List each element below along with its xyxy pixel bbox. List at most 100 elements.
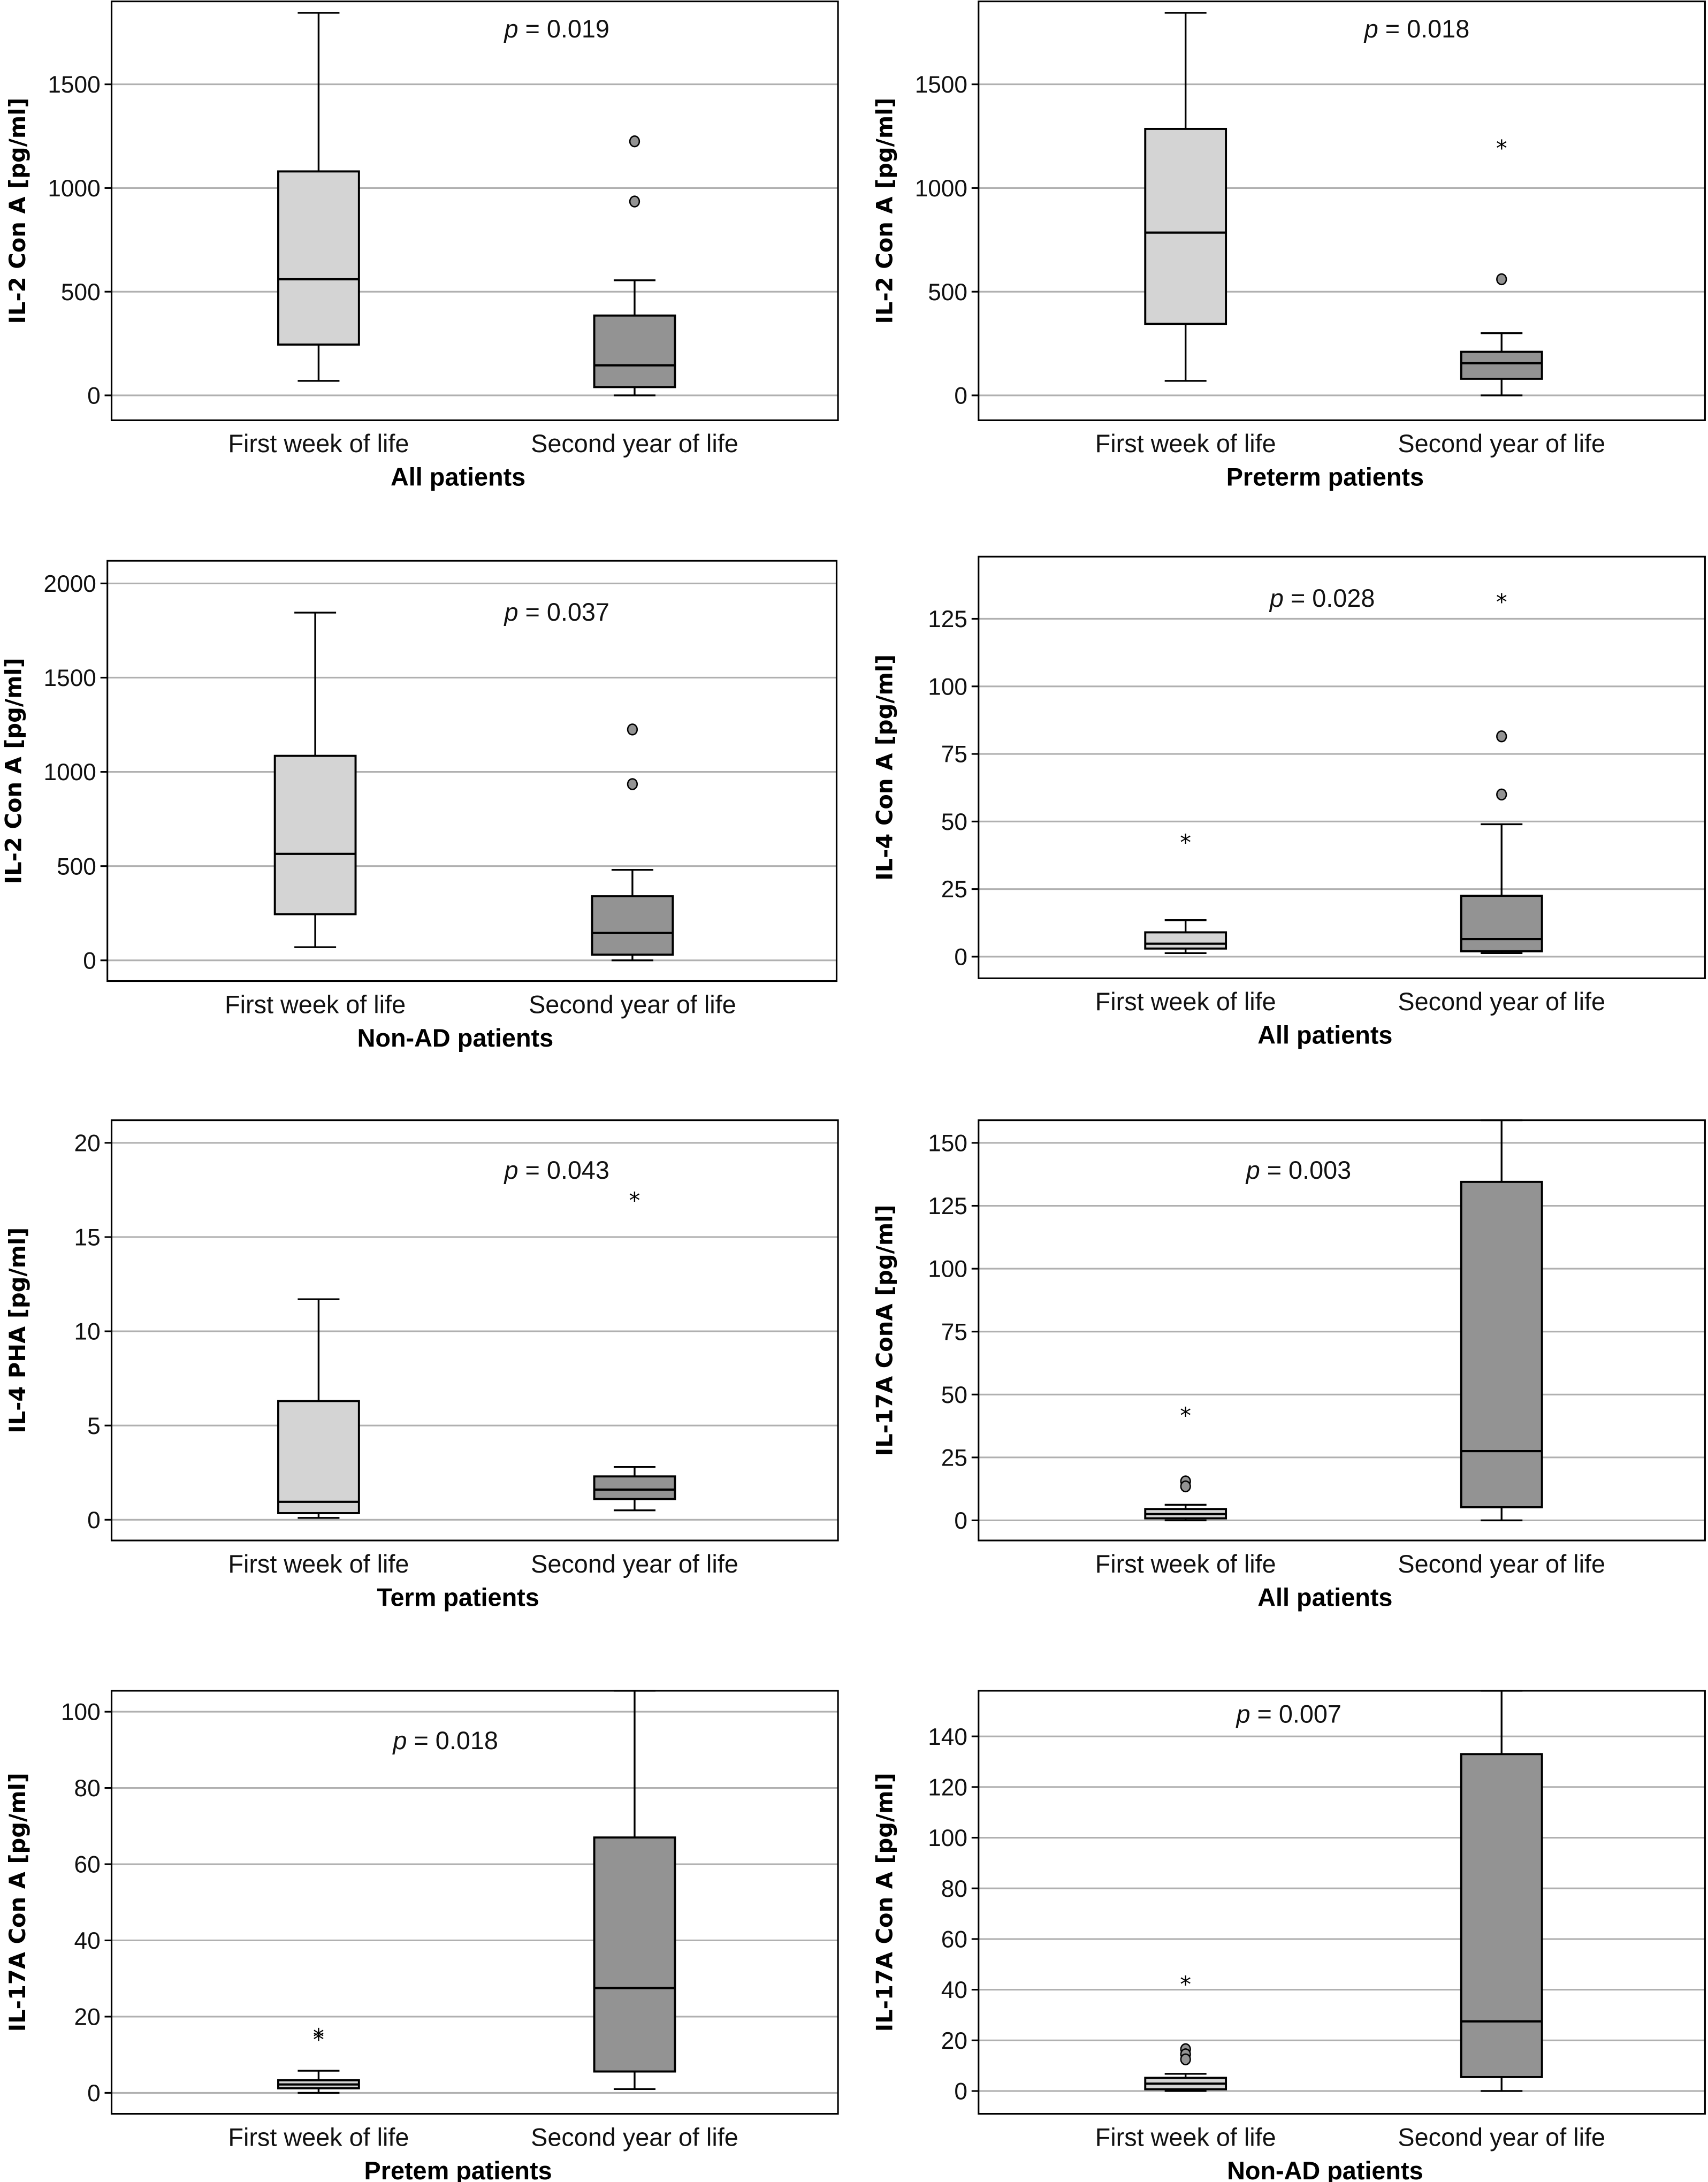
- x-tick-label: Second year of life: [531, 430, 738, 457]
- box-first-week: [277, 12, 360, 382]
- plot-frame: [978, 1690, 1706, 2115]
- x-tick-label: First week of life: [1095, 988, 1276, 1016]
- y-tick-label: 0: [954, 944, 967, 971]
- x-axis-title: All patients: [1257, 1021, 1392, 1049]
- iqr-box: [593, 1475, 676, 1500]
- y-tick-label: 0: [87, 1507, 101, 1533]
- y-tick-label: 500: [928, 279, 967, 306]
- y-tick-label: 0: [83, 948, 96, 974]
- y-tick-label: 20: [74, 1130, 101, 1156]
- y-tick-label: 125: [928, 1193, 967, 1219]
- chart-panel: 0 25 50 75 100 125 IL-4 Con A [pg/ml] First wee…: [872, 555, 1706, 1049]
- y-tick-label: 2000: [44, 571, 96, 597]
- x-tick-label: First week of life: [228, 1550, 409, 1578]
- iqr-box: [1460, 1753, 1543, 2078]
- x-tick-label: First week of life: [228, 430, 409, 457]
- y-axis-title: IL-17A Con A [pg/ml]: [4, 1773, 30, 2032]
- y-tick-label: 50: [941, 1382, 967, 1408]
- y-tick-label: 25: [941, 876, 967, 903]
- x-axis-title: Term patients: [377, 1583, 539, 1611]
- box-first-week: [277, 1298, 360, 1519]
- plot-frame: [110, 1119, 839, 1542]
- extreme-point: *: [1496, 135, 1507, 161]
- y-tick-label: 100: [61, 1699, 101, 1726]
- x-tick-label: First week of life: [1095, 1550, 1276, 1578]
- outlier-point: [627, 778, 638, 790]
- y-tick-label: 100: [928, 1825, 967, 1851]
- y-tick-label: 500: [61, 279, 101, 306]
- y-tick-label: 0: [954, 383, 967, 409]
- p-value-annotation: p = 0.003: [1245, 1156, 1351, 1184]
- x-axis-title: Preterm patients: [1226, 463, 1424, 491]
- y-tick-label: 80: [74, 1775, 101, 1802]
- x-tick-label: Second year of life: [1398, 2123, 1605, 2151]
- y-tick-label: 150: [928, 1131, 967, 1157]
- y-tick-label: 0: [954, 1508, 967, 1534]
- p-value-annotation: p = 0.019: [503, 15, 609, 43]
- outlier-point: [629, 135, 640, 148]
- p-value-annotation: p = 0.028: [1269, 584, 1375, 612]
- chart-panel: 0 20 40 60 80 100 IL-17A Con A [pg/ml] First we…: [4, 1690, 839, 2182]
- extreme-point: *: [313, 2024, 324, 2050]
- x-axis-title: All patients: [391, 463, 525, 491]
- box-first-week: [1144, 12, 1227, 382]
- box-second-year: *: [1460, 135, 1543, 396]
- extreme-point: *: [629, 1187, 640, 1214]
- plot-frame: [978, 1, 1706, 421]
- iqr-box: [593, 314, 676, 388]
- y-tick-label: 500: [57, 853, 96, 880]
- iqr-box: [1460, 1180, 1543, 1508]
- y-tick-label: 15: [74, 1225, 101, 1251]
- plot-frame: [978, 1119, 1706, 1542]
- y-axis-title: IL-17A ConA [pg/ml]: [872, 1204, 898, 1456]
- outlier-point: [1180, 2053, 1191, 2065]
- p-value-annotation: p = 0.018: [1363, 15, 1469, 43]
- y-axis-title: IL-17A Con A [pg/ml]: [872, 1773, 898, 2032]
- y-tick-label: 75: [941, 1319, 967, 1345]
- x-axis-title: Pretem patients: [364, 2157, 552, 2182]
- box-first-week: *: [1144, 829, 1227, 955]
- chart-panel: 0 500 1000 1500 2000 IL-2 Con A [pg/ml] First …: [0, 560, 838, 1052]
- box-first-week: **: [277, 2024, 360, 2094]
- x-tick-label: First week of life: [1095, 430, 1276, 457]
- y-axis-title: IL-2 Con A [pg/ml]: [0, 658, 26, 884]
- y-tick-label: 80: [941, 1876, 967, 1902]
- extreme-point: *: [1496, 589, 1507, 615]
- x-tick-label: Second year of life: [529, 990, 736, 1018]
- outlier-point: [627, 723, 638, 736]
- chart-panel: 0 5 10 15 20 IL-4 PHA [pg/ml] First week of li…: [4, 1119, 839, 1611]
- p-value-annotation: p = 0.018: [392, 1727, 498, 1754]
- iqr-box: [591, 895, 674, 956]
- box-second-year: [593, 1690, 676, 2090]
- iqr-box: [1144, 931, 1227, 950]
- y-axis-title: IL-4 PHA [pg/ml]: [4, 1227, 30, 1433]
- extreme-point: *: [1180, 1402, 1191, 1429]
- extreme-point: *: [1180, 829, 1191, 856]
- box-second-year: *: [1460, 589, 1543, 955]
- extreme-point: *: [1180, 1971, 1191, 1997]
- p-value-annotation: p = 0.037: [503, 598, 609, 626]
- y-tick-label: 20: [74, 2004, 101, 2031]
- y-tick-label: 1000: [44, 759, 96, 785]
- x-tick-label: Second year of life: [531, 1550, 738, 1578]
- y-tick-label: 140: [928, 1724, 967, 1750]
- iqr-box: [1460, 350, 1543, 380]
- plot-frame: [110, 1, 839, 421]
- x-tick-label: Second year of life: [1398, 988, 1605, 1016]
- y-tick-label: 1500: [915, 72, 967, 98]
- y-tick-label: 20: [941, 2028, 967, 2054]
- y-tick-label: 40: [74, 1928, 101, 1954]
- box-second-year: *: [593, 1187, 676, 1512]
- iqr-box: [1460, 895, 1543, 952]
- p-value-annotation: p = 0.043: [503, 1156, 609, 1184]
- outlier-point: [1496, 788, 1507, 801]
- iqr-box: [593, 1836, 676, 2073]
- y-tick-label: 5: [87, 1413, 101, 1439]
- y-axis-title: IL-2 Con A [pg/ml]: [872, 97, 898, 324]
- y-tick-label: 75: [941, 742, 967, 768]
- y-tick-label: 1000: [915, 176, 967, 202]
- outlier-point: [1496, 273, 1507, 286]
- y-tick-label: 0: [954, 2079, 967, 2105]
- y-tick-label: 40: [941, 1977, 967, 2003]
- y-tick-label: 50: [941, 809, 967, 835]
